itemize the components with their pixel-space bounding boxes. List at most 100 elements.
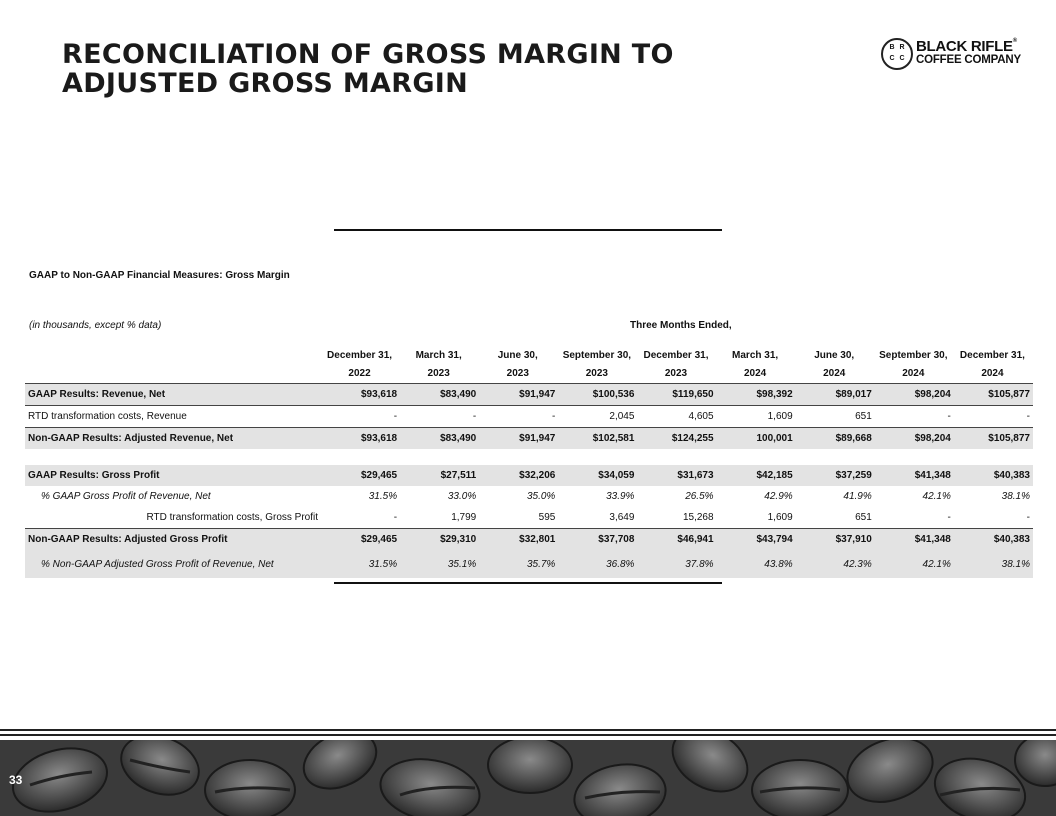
cell: $43,794 bbox=[716, 528, 796, 550]
cell: $98,392 bbox=[716, 383, 796, 406]
cell: 37.8% bbox=[637, 550, 717, 578]
cell: 2,045 bbox=[558, 405, 638, 428]
cell: $98,204 bbox=[874, 383, 954, 406]
cell: $83,490 bbox=[400, 383, 480, 406]
header-line: 2023 bbox=[664, 368, 688, 379]
table: December 31, 2022 March 31, 2023 June 30, 202… bbox=[25, 347, 1033, 578]
header-cell bbox=[25, 347, 321, 384]
header-line: 2022 bbox=[348, 368, 371, 379]
cell: 35.0% bbox=[526, 491, 556, 502]
header-line: 2024 bbox=[743, 368, 767, 379]
cell: $83,490 bbox=[400, 427, 480, 449]
logo-letter: C bbox=[889, 55, 895, 62]
cell: $89,017 bbox=[795, 383, 875, 406]
cell: 41.9% bbox=[843, 491, 872, 502]
cell: $41,348 bbox=[874, 465, 954, 486]
row-label: % GAAP Gross Profit of Revenue, Net bbox=[41, 491, 211, 502]
cell: 31.5% bbox=[321, 550, 401, 578]
logo-mark: ® bbox=[1012, 38, 1017, 44]
cell: $32,206 bbox=[479, 465, 559, 486]
cell: 26.5% bbox=[685, 491, 714, 502]
cell: 36.8% bbox=[558, 550, 638, 578]
header-line: 2023 bbox=[585, 368, 608, 379]
cell: 42.3% bbox=[795, 550, 875, 578]
cell: 38.1% bbox=[953, 550, 1033, 578]
cell: $29,465 bbox=[321, 465, 401, 486]
spacer-cell bbox=[25, 449, 1033, 465]
logo-letter: C bbox=[899, 55, 905, 62]
table-row: GAAP Results: Gross Profit $29,465 $27,511… bbox=[25, 465, 1033, 486]
cell: 100,001 bbox=[716, 427, 796, 449]
row-label: RTD transformation costs, Gross Profit bbox=[146, 512, 318, 523]
cell: $40,383 bbox=[953, 528, 1033, 550]
cell: - bbox=[321, 405, 401, 428]
cell: 35.7% bbox=[479, 550, 559, 578]
header-line: September 30, bbox=[879, 350, 948, 361]
cell: $42,185 bbox=[716, 465, 796, 486]
cell: $105,877 bbox=[953, 427, 1033, 449]
header-line: March 31, bbox=[732, 350, 779, 361]
cell: 15,268 bbox=[682, 512, 714, 523]
header-line: December 31, bbox=[643, 350, 709, 361]
header-line: 2023 bbox=[427, 368, 450, 379]
cell: $102,581 bbox=[558, 427, 638, 449]
unit-note: (in thousands, except % data) bbox=[29, 320, 162, 331]
cell: - bbox=[874, 405, 954, 428]
header-cell: September 30, 2024 bbox=[875, 347, 954, 384]
cell: 42.9% bbox=[764, 491, 793, 502]
cell: $98,204 bbox=[874, 427, 954, 449]
cell: 1,799 bbox=[451, 512, 477, 523]
table-row: % Non-GAAP Adjusted Gross Profit of Reve… bbox=[25, 550, 1033, 578]
header-line: 2024 bbox=[823, 368, 846, 379]
header-line: December 31, bbox=[959, 350, 1025, 361]
cell: - bbox=[479, 405, 559, 428]
cell: - bbox=[953, 405, 1033, 428]
cell: 42.1% bbox=[874, 550, 954, 578]
cell: 31.5% bbox=[368, 491, 398, 502]
cell: $46,941 bbox=[637, 528, 717, 550]
header-cell: September 30, 2023 bbox=[558, 347, 637, 384]
header-line: 2024 bbox=[981, 368, 1004, 379]
table-row: RTD transformation costs, Gross Profit - 1… bbox=[25, 507, 1033, 529]
cell: 43.8% bbox=[716, 550, 796, 578]
cell: $105,877 bbox=[953, 383, 1033, 406]
logo: B R C C BLACK RIFLE® COFFEE COMPANY bbox=[881, 38, 1031, 72]
header-cell: December 31, 2023 bbox=[637, 347, 716, 384]
cell: 1,609 bbox=[716, 405, 796, 428]
row-label: GAAP Results: Revenue, Net bbox=[25, 383, 321, 406]
rule bbox=[334, 229, 722, 231]
cell: $124,255 bbox=[637, 427, 717, 449]
cell: 4,605 bbox=[637, 405, 717, 428]
cell: 38.1% bbox=[1001, 491, 1030, 502]
cell: $93,618 bbox=[321, 427, 401, 449]
logo-letter: R bbox=[899, 44, 905, 51]
table-caption: GAAP to Non-GAAP Financial Measures: Gro… bbox=[29, 270, 290, 281]
cell: - bbox=[393, 512, 398, 523]
header-cell: March 31, 2024 bbox=[717, 347, 796, 384]
slide-title: RECONCILIATION OF GROSS MARGIN TO ADJUST… bbox=[62, 39, 674, 99]
cell: $37,259 bbox=[795, 465, 875, 486]
cell: $29,465 bbox=[321, 528, 401, 550]
header-line: 2024 bbox=[902, 368, 925, 379]
page-number: 33 bbox=[9, 773, 23, 787]
cell: 33.9% bbox=[606, 491, 635, 502]
row-label: Non-GAAP Results: Adjusted Revenue, Net bbox=[25, 427, 321, 449]
cell: $40,383 bbox=[953, 465, 1033, 486]
cell: - bbox=[400, 405, 480, 428]
logo-line: BLACK RIFLE bbox=[916, 38, 1013, 55]
logo-line: COFFEE COMPANY bbox=[916, 54, 1021, 66]
cell: - bbox=[947, 512, 951, 523]
cell: $89,668 bbox=[795, 427, 875, 449]
cell: $32,801 bbox=[479, 528, 559, 550]
cell: $41,348 bbox=[874, 528, 954, 550]
cell: $119,650 bbox=[637, 383, 717, 406]
header-cell: March 31, 2023 bbox=[400, 347, 479, 384]
header-line: June 30, bbox=[814, 350, 855, 361]
cell: $29,310 bbox=[400, 528, 480, 550]
cell: $37,910 bbox=[795, 528, 875, 550]
cell: 651 bbox=[855, 512, 872, 523]
header-line: December 31, bbox=[327, 350, 393, 361]
row-label: Non-GAAP Results: Adjusted Gross Profit bbox=[25, 528, 321, 550]
table-body: GAAP Results: Revenue, Net $93,618 $83,490… bbox=[25, 383, 1033, 578]
